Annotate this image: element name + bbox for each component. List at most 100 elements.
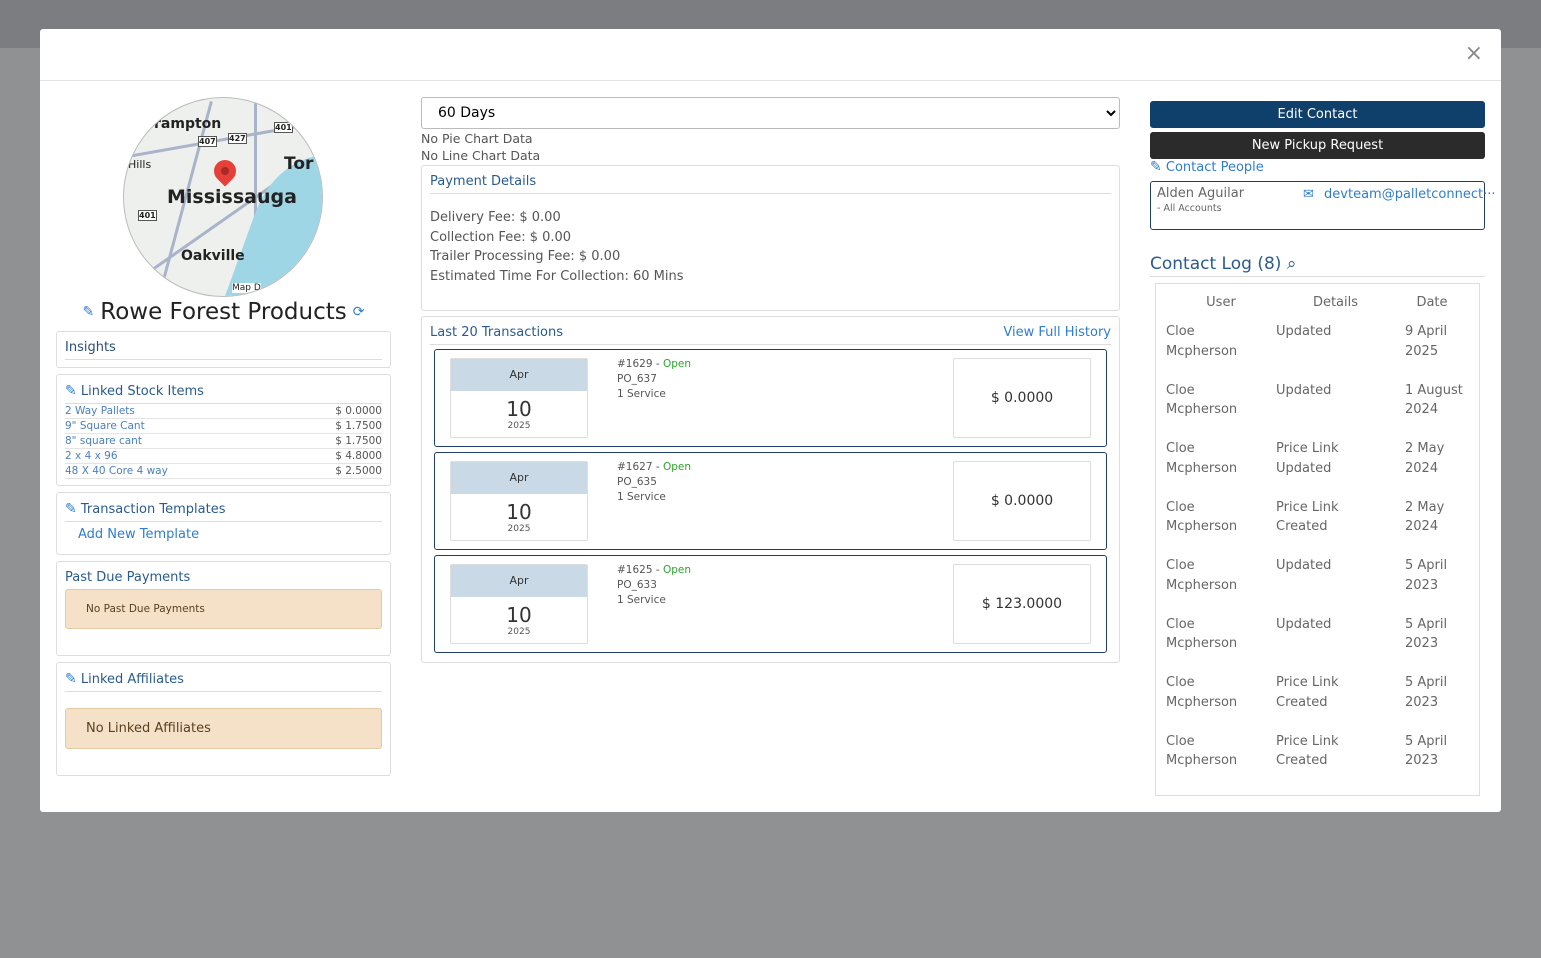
month: Apr: [451, 565, 587, 597]
fee-line: Trailer Processing Fee: $ 0.00: [430, 249, 621, 264]
stock-item: 48 X 40 Core 4 way $ 2.5000: [65, 464, 382, 479]
log-details: Price Link Created: [1276, 733, 1339, 769]
log-details: Price Link Created: [1276, 675, 1339, 710]
fee-line: Estimated Time For Collection: 60 Mins: [430, 268, 684, 284]
column-date: Date: [1416, 295, 1448, 310]
edit-contact-button[interactable]: Edit Contact: [1150, 101, 1485, 128]
map-label: rampton: [154, 116, 222, 132]
year: 2025: [507, 421, 531, 431]
company-header: ✎ Rowe Forest Products ⟳: [56, 299, 391, 325]
edit-icon[interactable]: ✎: [82, 304, 95, 320]
day: 10: [506, 500, 532, 524]
po-number: PO_633: [617, 579, 657, 591]
log-user: Cloe Mcpherson: [1166, 382, 1238, 418]
stock-item-name[interactable]: 9" Square Cant: [65, 420, 145, 432]
transaction-id: #1629 -: [617, 358, 663, 370]
log-user: Cloe Mcpherson: [1166, 558, 1238, 593]
pie-chart-empty: No Pie Chart Data: [421, 131, 533, 146]
past-due-empty: No Past Due Payments: [65, 589, 382, 629]
transaction-card[interactable]: Apr 10 2025 #1627 - Open PO_635 1 Service $ …: [434, 452, 1107, 550]
contact-name: Alden Aguilar: [1157, 186, 1245, 201]
map-label: 401: [138, 210, 157, 221]
location-map[interactable]: rampton Tor Hills Mississauga Oakville M…: [123, 97, 323, 297]
edit-icon[interactable]: ✎: [65, 501, 77, 517]
edit-icon[interactable]: ✎: [1150, 159, 1162, 175]
log-user: Cloe Mcpherson: [1166, 616, 1238, 652]
table-row: Cloe Mcpherson Price Link Created 2 May 20…: [1166, 498, 1469, 557]
insights-title[interactable]: Insights: [65, 340, 382, 360]
search-icon[interactable]: ⌕: [1286, 254, 1297, 274]
table-row: Cloe Mcpherson Updated 9 April 2025: [1166, 322, 1469, 381]
affiliates-empty: No Linked Affiliates: [65, 708, 382, 749]
month: Apr: [451, 462, 587, 494]
log-date: 2 May 2024: [1405, 441, 1445, 476]
log-details: Updated: [1276, 616, 1332, 632]
stock-item-price: $ 4.8000: [335, 450, 382, 462]
past-due-panel: Past Due Payments No Past Due Payments: [56, 561, 391, 656]
map-label: 427: [228, 133, 247, 144]
log-details: Updated: [1276, 558, 1332, 573]
stock-item-price: $ 0.0000: [335, 405, 382, 417]
transaction-card[interactable]: Apr 10 2025 #1629 - Open PO_637 1 Service $ …: [434, 349, 1107, 447]
stock-item: 9" Square Cant $ 1.7500: [65, 419, 382, 434]
middle-column: 60 Days No Pie Chart Data No Line Chart …: [421, 97, 1120, 663]
stock-item: 2 Way Pallets $ 0.0000: [65, 404, 382, 419]
table-row: Cloe Mcpherson Price Link Created 5 April …: [1166, 732, 1469, 791]
payment-details-title: Payment Details: [430, 174, 1111, 194]
log-date: 5 April 2023: [1405, 733, 1448, 769]
log-user: Cloe Mcpherson: [1166, 499, 1238, 535]
affiliates-title: Linked Affiliates: [80, 672, 184, 687]
edit-icon[interactable]: ✎: [65, 671, 77, 687]
po-number: PO_635: [617, 476, 657, 488]
transaction-card[interactable]: Apr 10 2025 #1625 - Open PO_633 1 Service $ …: [434, 555, 1107, 653]
transaction-amount: $ 123.0000: [953, 564, 1091, 644]
contact-scope: - All Accounts: [1157, 203, 1222, 214]
log-details: Updated: [1276, 324, 1332, 339]
fee-line: Delivery Fee: $ 0.00: [430, 210, 561, 225]
map-label: Oakville: [181, 248, 245, 264]
close-icon[interactable]: ×: [1464, 41, 1483, 66]
add-template-link[interactable]: Add New Template: [78, 527, 200, 542]
log-date: 1 August 2024: [1405, 382, 1463, 418]
table-header: User Details Date: [1166, 284, 1469, 322]
past-due-title: Past Due Payments: [65, 570, 191, 585]
stock-item-price: $ 1.7500: [335, 435, 382, 447]
log-details: Price Link Created: [1276, 499, 1339, 535]
map-label: 401: [274, 122, 293, 133]
service-count: 1 Service: [617, 594, 666, 606]
affiliates-panel: ✎ Linked Affiliates No Linked Affiliates: [56, 662, 391, 776]
contact-card[interactable]: Alden Aguilar - All Accounts ✉ devteam@p…: [1150, 181, 1495, 230]
stock-item: 8" square cant $ 1.7500: [65, 434, 382, 449]
stock-item-name[interactable]: 48 X 40 Core 4 way: [65, 465, 168, 477]
insights-panel: Insights: [56, 331, 391, 368]
contact-people-label: Contact People: [1165, 160, 1264, 175]
transaction-amount: $ 0.0000: [953, 461, 1091, 541]
log-user: Cloe Mcpherson: [1166, 675, 1238, 710]
new-pickup-request-button[interactable]: New Pickup Request: [1150, 132, 1485, 159]
map-label: Mississauga: [167, 186, 297, 208]
modal-header: ×: [40, 29, 1501, 81]
month: Apr: [451, 359, 587, 391]
column-user: User: [1206, 295, 1236, 310]
view-full-history-link[interactable]: View Full History: [1003, 325, 1111, 340]
edit-icon[interactable]: ✎: [65, 383, 77, 399]
contact-people-link[interactable]: ✎ Contact People: [1150, 159, 1485, 175]
date-range-select[interactable]: 60 Days: [421, 97, 1120, 129]
stock-item-name[interactable]: 2 x 4 x 96: [65, 450, 118, 462]
log-user: Cloe Mcpherson: [1166, 324, 1238, 359]
transaction-id: #1627 -: [617, 461, 663, 473]
contact-email[interactable]: devteam@palletconnect···: [1324, 187, 1496, 202]
log-date: 9 April 2025: [1405, 324, 1448, 359]
day: 10: [506, 397, 532, 421]
contact-log-title: Contact Log (8) ⌕: [1150, 254, 1485, 277]
email-icon: ✉: [1303, 187, 1314, 202]
date-badge: Apr 10 2025: [450, 358, 588, 438]
stock-item-price: $ 1.7500: [335, 420, 382, 432]
stock-item-name[interactable]: 2 Way Pallets: [65, 405, 135, 417]
fee-line: Collection Fee: $ 0.00: [430, 229, 572, 245]
refresh-icon[interactable]: ⟳: [352, 304, 365, 320]
templates-panel: ✎ Transaction Templates Add New Template: [56, 492, 391, 555]
log-date: 5 April 2023: [1405, 616, 1448, 652]
map-label: Map D: [232, 283, 261, 293]
stock-item-name[interactable]: 8" square cant: [65, 435, 142, 447]
